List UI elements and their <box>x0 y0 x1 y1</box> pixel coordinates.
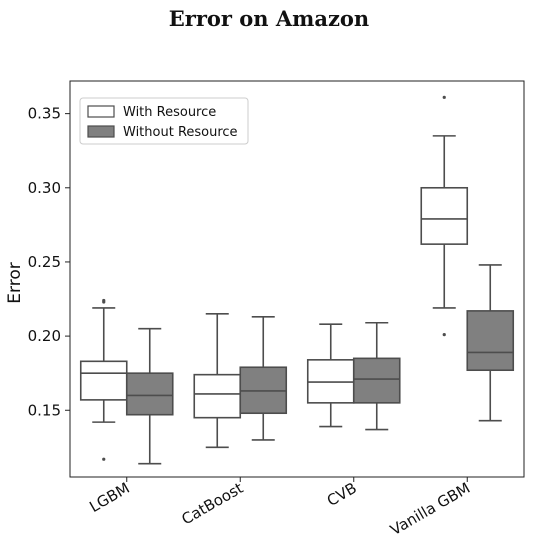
outlier-point <box>102 298 106 303</box>
box-iqr <box>79 360 128 401</box>
y-tick-label: 0.20 <box>28 327 61 345</box>
y-tick-label: 0.25 <box>28 253 61 271</box>
box-vanilla-gbm-with <box>420 95 469 337</box>
legend-label: Without Resource <box>123 125 238 140</box>
legend-swatch <box>87 125 115 138</box>
box-lgbm-with <box>79 298 128 461</box>
plot-frame <box>69 80 525 478</box>
outlier-point <box>102 457 106 461</box>
legend-box <box>79 97 249 145</box>
chart-title: Error on Amazon <box>168 6 370 31</box>
box-vanilla-gbm-without <box>466 264 515 422</box>
box-iqr <box>420 186 469 245</box>
legend-swatch <box>87 105 115 118</box>
y-tick-label: 0.15 <box>28 401 61 419</box>
box-iqr <box>466 310 515 372</box>
x-tick-label: LGBM <box>86 479 132 516</box>
box-cvb-with <box>306 323 355 428</box>
x-tick-label: Vanilla GBM <box>387 479 473 539</box>
box-cvb-without <box>352 321 401 431</box>
box-catboost-with <box>193 313 242 449</box>
box-iqr <box>125 372 174 416</box>
y-axis-label: Error <box>5 262 25 303</box>
x-tick-label: CVB <box>324 479 360 510</box>
y-tick-label: 0.30 <box>28 179 61 197</box>
box-iqr <box>352 357 401 404</box>
box-iqr <box>193 373 242 419</box>
box-lgbm-without <box>125 327 174 465</box>
outlier-point <box>442 333 446 337</box>
y-tick-label: 0.35 <box>28 105 61 123</box>
legend-label: With Resource <box>123 105 216 120</box>
box-catboost-without <box>239 316 288 441</box>
outlier-point <box>442 95 446 99</box>
x-tick-label: CatBoost <box>178 479 246 529</box>
